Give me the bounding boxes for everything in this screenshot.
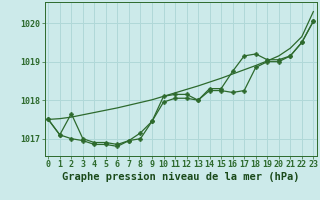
X-axis label: Graphe pression niveau de la mer (hPa): Graphe pression niveau de la mer (hPa) [62, 172, 300, 182]
